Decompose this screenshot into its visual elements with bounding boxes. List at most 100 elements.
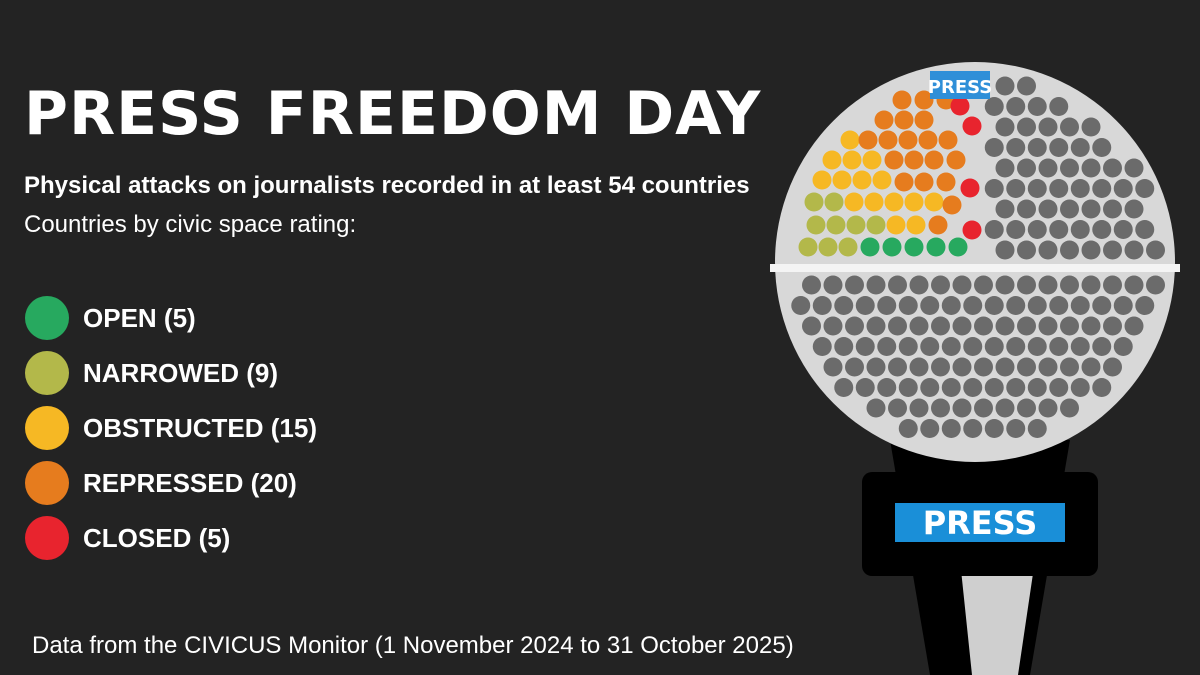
country-dot-other bbox=[1027, 220, 1047, 239]
country-dot-other bbox=[1103, 275, 1122, 295]
country-dot-rated bbox=[824, 192, 844, 212]
country-dot-other bbox=[995, 158, 1015, 178]
country-dot-other bbox=[1006, 337, 1026, 356]
country-dot-other bbox=[812, 296, 832, 315]
country-dot-other bbox=[1092, 220, 1112, 239]
open-dot-icon bbox=[25, 296, 69, 340]
country-dot-other bbox=[1081, 117, 1101, 137]
country-dot-other bbox=[855, 337, 875, 356]
country-dot-rated bbox=[914, 90, 934, 110]
legend-item-narrowed: NARROWED (9) bbox=[25, 351, 317, 395]
legend-item-obstructed: OBSTRUCTED (15) bbox=[25, 406, 317, 450]
country-dot-other bbox=[1017, 316, 1036, 336]
country-dot-other bbox=[909, 357, 929, 377]
country-dot-other bbox=[1092, 296, 1112, 315]
country-dot-other bbox=[1006, 296, 1026, 315]
country-dot-rated bbox=[838, 237, 858, 257]
country-dot-other bbox=[802, 316, 821, 336]
country-dot-other bbox=[1135, 179, 1155, 198]
country-dot-other bbox=[1038, 199, 1058, 219]
country-dot-rated bbox=[938, 130, 958, 150]
country-dot-other bbox=[1038, 398, 1058, 418]
country-dot-other bbox=[995, 199, 1015, 219]
country-dot-other bbox=[1070, 179, 1090, 198]
country-dot-other bbox=[1103, 199, 1122, 219]
country-dot-other bbox=[984, 97, 1004, 116]
country-dot-other bbox=[1113, 179, 1133, 198]
country-dot-rated bbox=[884, 150, 904, 170]
legend-label-repressed: REPRESSED (20) bbox=[83, 467, 297, 498]
country-dot-other bbox=[823, 357, 843, 377]
country-dot-other bbox=[963, 378, 983, 397]
country-dot-other bbox=[1038, 357, 1058, 377]
closed-dot-icon bbox=[25, 516, 69, 560]
country-dot-other bbox=[974, 275, 993, 295]
country-dot-rated bbox=[928, 215, 948, 235]
country-dot-other bbox=[1049, 296, 1069, 315]
country-dot-other bbox=[984, 179, 1004, 198]
country-dot-other bbox=[877, 296, 897, 315]
country-dot-other bbox=[984, 378, 1004, 397]
country-dot-other bbox=[1070, 296, 1090, 315]
country-dot-other bbox=[995, 76, 1015, 96]
country-dot-other bbox=[866, 357, 886, 377]
country-dot-rated bbox=[950, 96, 970, 116]
country-dot-other bbox=[995, 275, 1015, 295]
country-dot-rated bbox=[798, 237, 818, 257]
country-dot-other bbox=[1103, 316, 1122, 336]
country-dot-other bbox=[1060, 398, 1079, 418]
country-dot-rated bbox=[942, 195, 962, 215]
data-source-note: Data from the CIVICUS Monitor (1 Novembe… bbox=[32, 632, 794, 659]
country-dot-other bbox=[1017, 199, 1036, 219]
country-dot-rated bbox=[904, 192, 924, 212]
country-dot-rated bbox=[852, 170, 872, 190]
country-dot-other bbox=[941, 296, 961, 315]
country-dot-other bbox=[995, 357, 1015, 377]
country-dot-other bbox=[1113, 337, 1133, 356]
country-dot-other bbox=[1049, 220, 1069, 239]
country-dot-rated bbox=[818, 237, 838, 257]
country-dot-other bbox=[866, 398, 886, 418]
country-dot-other bbox=[995, 398, 1015, 418]
country-dot-other bbox=[1027, 296, 1047, 315]
country-dot-other bbox=[1070, 220, 1090, 239]
country-dot-other bbox=[920, 296, 940, 315]
country-dot-other bbox=[1113, 296, 1133, 315]
country-dot-rated bbox=[858, 130, 878, 150]
country-dot-other bbox=[909, 316, 929, 336]
country-dot-other bbox=[1081, 275, 1101, 295]
country-dot-other bbox=[1081, 316, 1101, 336]
country-dot-other bbox=[1006, 419, 1026, 438]
country-dot-rated bbox=[892, 90, 912, 110]
country-dot-other bbox=[920, 378, 940, 397]
country-dot-other bbox=[855, 296, 875, 315]
country-dot-rated bbox=[860, 237, 880, 257]
country-dot-other bbox=[823, 275, 843, 295]
country-dot-other bbox=[1038, 316, 1058, 336]
country-dot-other bbox=[1081, 158, 1101, 178]
country-dot-other bbox=[845, 316, 864, 336]
country-dot-other bbox=[1049, 138, 1069, 157]
country-dot-other bbox=[984, 296, 1004, 315]
country-dot-other bbox=[1038, 240, 1058, 260]
press-flag bbox=[895, 503, 1065, 542]
obstructed-dot-icon bbox=[25, 406, 69, 450]
country-dot-other bbox=[1135, 220, 1155, 239]
country-dot-other bbox=[1027, 97, 1047, 116]
country-dot-other bbox=[952, 398, 972, 418]
press-flag-label: PRESS bbox=[923, 504, 1038, 542]
legend-item-repressed: REPRESSED (20) bbox=[25, 461, 317, 505]
country-dot-rated bbox=[804, 192, 824, 212]
country-dot-other bbox=[1092, 378, 1112, 397]
country-dot-other bbox=[909, 398, 929, 418]
country-dot-other bbox=[1017, 275, 1036, 295]
country-dot-other bbox=[941, 337, 961, 356]
country-dot-rated bbox=[844, 192, 864, 212]
country-dot-rated bbox=[826, 215, 846, 235]
country-dot-rated bbox=[960, 178, 980, 198]
country-dot-grid bbox=[791, 76, 1165, 438]
country-dot-other bbox=[888, 357, 907, 377]
country-dot-other bbox=[963, 419, 983, 438]
country-dot-other bbox=[845, 275, 864, 295]
country-dot-other bbox=[855, 378, 875, 397]
